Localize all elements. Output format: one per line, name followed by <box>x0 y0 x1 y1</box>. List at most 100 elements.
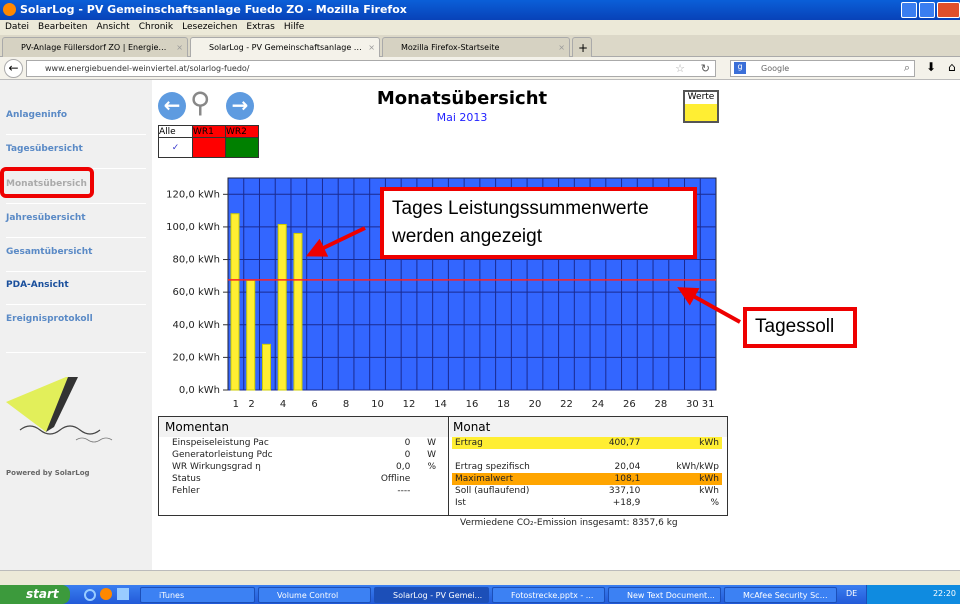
close-button[interactable] <box>937 2 960 18</box>
divider <box>6 352 146 353</box>
stat-row: Soll (auflaufend) 337,10 kWh <box>452 485 722 497</box>
sidebar-item-gesamtuebersicht[interactable]: Gesamtübersicht <box>6 247 93 257</box>
filter-wr2[interactable]: WR2 <box>225 125 259 138</box>
task-itunes[interactable]: iTunes <box>140 587 255 603</box>
stat-row: Ertrag 400,77 kWh <box>452 437 722 449</box>
next-month-button[interactable]: → <box>226 92 254 120</box>
stat-label: Ist <box>455 498 466 508</box>
quicklaunch-ie-icon[interactable] <box>84 589 96 601</box>
search-input[interactable]: Google g ⌕ <box>730 60 915 77</box>
x-tick-label: 14 <box>434 399 447 410</box>
x-tick-label: 16 <box>466 399 479 410</box>
legend-werte[interactable]: Werte <box>683 90 719 123</box>
language-indicator[interactable]: DE <box>846 589 858 598</box>
divider <box>6 237 146 238</box>
task-solarlog[interactable]: SolarLog - PV Gemei... <box>374 587 489 603</box>
y-tick-label: 80,0 kWh <box>173 255 220 266</box>
menu-extras[interactable]: Extras <box>246 22 275 32</box>
bar-day-4 <box>277 223 287 391</box>
y-tick-label: 120,0 kWh <box>166 189 220 200</box>
tab-solarlog[interactable]: SolarLog - PV Gemeinschaftsanlage Fued..… <box>190 37 380 57</box>
stat-label: Generatorleistung Pdc <box>172 450 273 460</box>
stat-value: 0,0 <box>396 462 411 472</box>
bookmark-star-icon[interactable]: ☆ <box>675 62 685 75</box>
tab-close-icon[interactable]: × <box>558 43 565 52</box>
inverter-filter: Alle WR1 WR2 ✓ <box>158 125 259 158</box>
download-icon[interactable]: ⬇ <box>926 60 937 74</box>
stat-value: 337,10 <box>608 486 641 496</box>
divider <box>6 304 146 305</box>
task-text-document[interactable]: New Text Document... <box>608 587 721 603</box>
task-volume-control[interactable]: Volume Control <box>258 587 371 603</box>
divider <box>6 271 146 272</box>
sidebar-item-ereignisprotokoll[interactable]: Ereignisprotokoll <box>6 314 93 324</box>
main-content: ← ⚲ → Alle WR1 WR2 ✓ Monatsübersicht Mai 2… <box>152 80 960 570</box>
restore-button[interactable] <box>919 2 935 18</box>
quicklaunch-firefox-icon[interactable] <box>100 588 112 600</box>
tab-firefox-start[interactable]: Mozilla Firefox-Startseite × <box>382 37 570 57</box>
new-tab-button[interactable]: + <box>572 37 592 57</box>
stat-unit: W <box>427 450 436 460</box>
stat-value: 108,1 <box>614 474 641 484</box>
tab-close-icon[interactable]: × <box>176 43 183 52</box>
stat-unit: kWh <box>699 474 719 484</box>
clock: 22:20 <box>932 589 956 598</box>
back-button[interactable]: ← <box>4 59 23 78</box>
page-title: Monatsübersicht <box>376 88 548 109</box>
stat-unit <box>413 485 439 497</box>
stat-value: ---- <box>397 486 411 496</box>
tab-close-icon[interactable]: × <box>368 43 375 52</box>
task-fotostrecke[interactable]: Fotostrecke.pptx - ... <box>492 587 605 603</box>
home-icon[interactable]: ⌂ <box>948 60 956 74</box>
system-tray: 22:20 <box>866 585 960 604</box>
stat-unit <box>643 449 722 461</box>
x-tick-label: 4 <box>280 399 286 410</box>
filter-all[interactable]: Alle <box>158 125 193 138</box>
zoom-icon[interactable]: ⚲ <box>190 86 211 119</box>
x-tick-label: 28 <box>655 399 668 410</box>
sidebar: Anlageninfo Tagesübersicht Monatsübersic… <box>0 80 152 570</box>
x-tick-label: 18 <box>497 399 510 410</box>
sidebar-item-jahresuebersicht[interactable]: Jahresübersicht <box>6 213 86 223</box>
sidebar-item-tagesuebersicht[interactable]: Tagesübersicht <box>6 144 83 154</box>
prev-month-button[interactable]: ← <box>158 92 186 120</box>
wr2-color[interactable] <box>225 137 259 158</box>
tab-label: SolarLog - PV Gemeinschaftsanlage Fued..… <box>209 43 362 52</box>
menu-datei[interactable]: Datei <box>5 22 30 32</box>
filter-wr1[interactable]: WR1 <box>192 125 226 138</box>
x-tick-label: 24 <box>592 399 605 410</box>
menu-bearbeiten[interactable]: Bearbeiten <box>38 22 88 32</box>
url-input[interactable]: www.energiebuendel-weinviertel.at/solarl… <box>26 60 716 77</box>
stat-unit: kWh <box>699 438 719 448</box>
sidebar-item-monatsuebersicht[interactable]: Monatsübersich <box>6 179 87 189</box>
tab-label: Mozilla Firefox-Startseite <box>401 43 500 52</box>
menu-hilfe[interactable]: Hilfe <box>283 22 305 32</box>
minimize-button[interactable] <box>901 2 917 18</box>
stat-row: Fehler ---- <box>169 485 439 497</box>
stat-label <box>452 449 583 461</box>
callout-tagessoll: Tagessoll <box>743 307 857 348</box>
stat-row: Einspeiseleistung Pac 0 W <box>169 437 439 449</box>
google-icon[interactable]: g <box>734 62 746 74</box>
menu-ansicht[interactable]: Ansicht <box>96 22 130 32</box>
menu-chronik[interactable]: Chronik <box>138 22 174 32</box>
monat-title: Monat <box>450 417 727 437</box>
task-mcafee[interactable]: McAfee Security Sca... <box>724 587 837 603</box>
sidebar-item-pda-ansicht[interactable]: PDA-Ansicht <box>6 280 69 290</box>
menu-lesezeichen[interactable]: Lesezeichen <box>182 22 238 32</box>
stat-label: Status <box>172 474 201 484</box>
reload-icon[interactable]: ↻ <box>700 62 710 75</box>
quicklaunch-app-icon[interactable] <box>117 588 129 600</box>
search-placeholder: Google <box>761 64 790 73</box>
x-tick-label: 12 <box>403 399 416 410</box>
sidebar-item-anlageninfo[interactable]: Anlageninfo <box>6 110 68 120</box>
stat-unit: kWh <box>699 486 719 496</box>
bar-day-1 <box>230 213 240 391</box>
check-icon[interactable]: ✓ <box>158 137 193 158</box>
search-icon[interactable]: ⌕ <box>903 61 910 74</box>
start-button[interactable]: start <box>0 585 70 604</box>
stat-value: +18,9 <box>612 498 641 508</box>
stat-unit: kWh/kWp <box>676 462 719 472</box>
tab-pv-anlage[interactable]: PV-Anlage Füllersdorf ZO | Energiebündel… <box>2 37 188 57</box>
wr1-color[interactable] <box>192 137 226 158</box>
